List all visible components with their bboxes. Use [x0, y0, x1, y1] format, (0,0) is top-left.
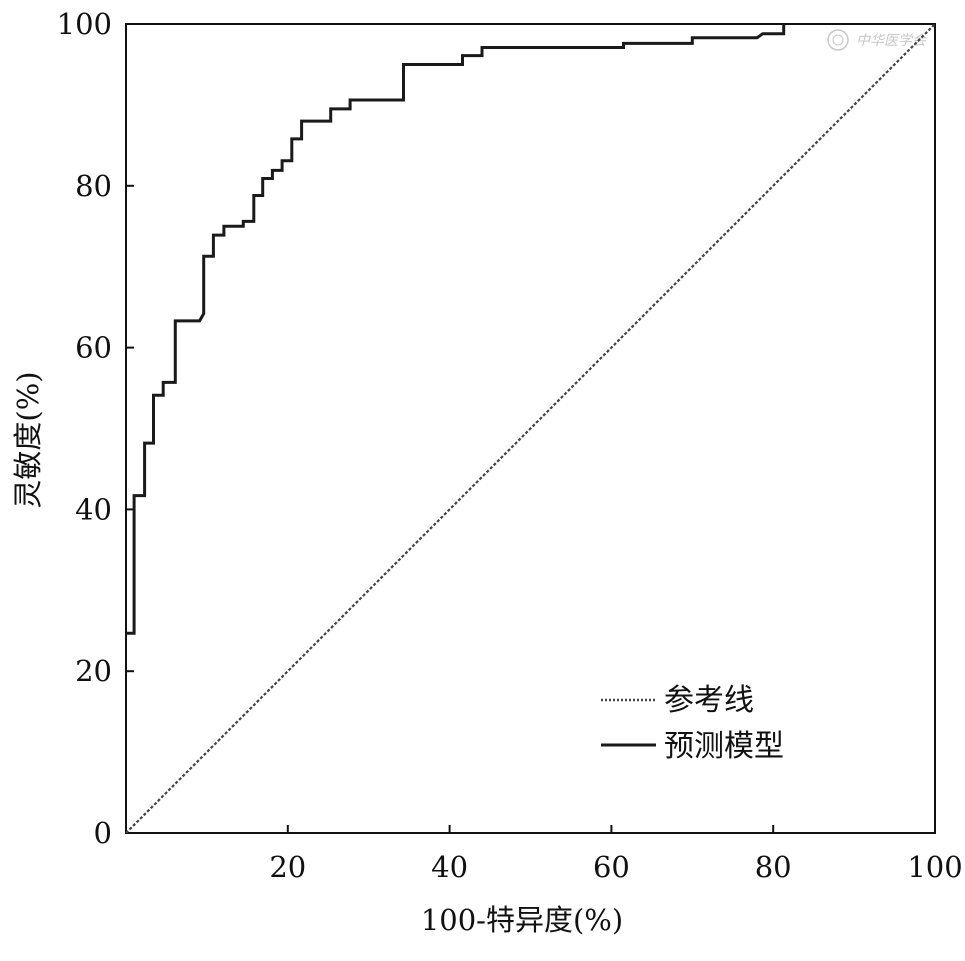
y-tick-label: 0 [94, 816, 112, 850]
y-tick-label: 100 [57, 7, 112, 41]
watermark-text: 中华医学会 [856, 33, 928, 49]
reference-line [125, 23, 936, 834]
y-tick-label: 40 [75, 492, 112, 526]
x-tick-label: 80 [755, 850, 792, 884]
x-tick-label: 20 [269, 850, 306, 884]
x-tick-label: 40 [431, 850, 468, 884]
legend-label-model: 预测模型 [664, 729, 784, 764]
y-tick-label: 80 [75, 169, 112, 203]
x-axis-title: 100-特异度(%) [421, 903, 623, 937]
watermark: 中华医学会 [827, 29, 928, 51]
y-tick-label: 60 [75, 331, 112, 365]
model-roc-curve [126, 24, 786, 635]
watermark-seal-icon [827, 29, 849, 51]
y-axis-ticks: 0 20 40 60 80 100 [57, 7, 134, 850]
series-layer [125, 23, 936, 834]
y-axis-title: 灵敏度(%) [11, 371, 45, 508]
plot-frame [125, 23, 936, 834]
legend-label-reference: 参考线 [664, 683, 754, 718]
x-tick-label: 60 [593, 850, 630, 884]
x-tick-label: 100 [907, 850, 962, 884]
y-tick-label: 20 [75, 654, 112, 688]
x-axis-ticks: 20 40 60 80 100 [269, 825, 963, 884]
legend: 参考线 预测模型 [601, 683, 784, 764]
